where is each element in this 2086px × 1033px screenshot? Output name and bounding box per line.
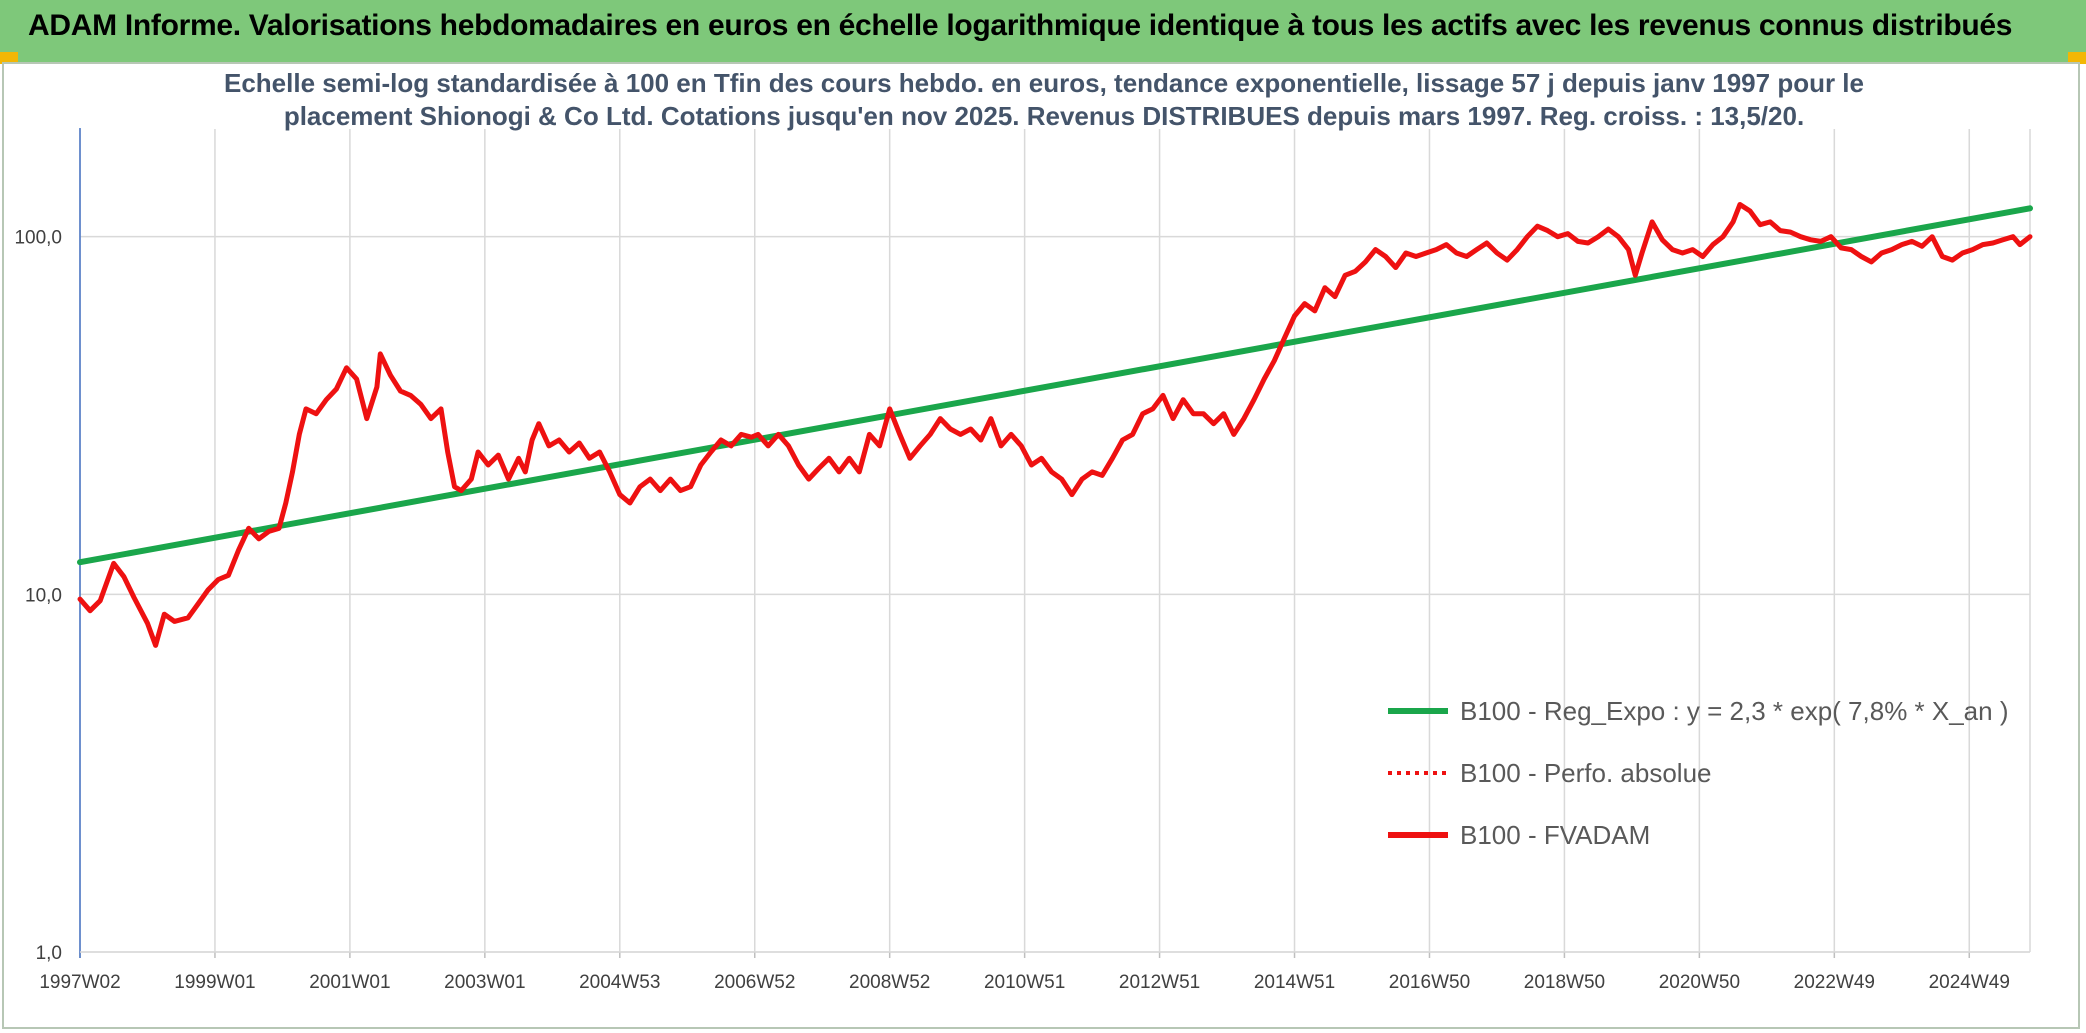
x-tick-label: 2022W49 xyxy=(1794,972,1875,993)
y-tick-label: 1,0 xyxy=(36,943,62,964)
chart-subtitle: Echelle semi-log standardisée à 100 en T… xyxy=(224,68,1864,131)
x-tick-label: 2024W49 xyxy=(1929,972,2010,993)
legend: B100 - Reg_Expo : y = 2,3 * exp( 7,8% * … xyxy=(1388,696,2009,850)
x-tick-label: 2012W51 xyxy=(1119,972,1200,993)
chart-area: Echelle semi-log standardisée à 100 en T… xyxy=(2,62,2080,1029)
x-tick-label: 2014W51 xyxy=(1254,972,1335,993)
x-tick-label: 1997W02 xyxy=(39,972,120,993)
legend-label: B100 - Reg_Expo : y = 2,3 * exp( 7,8% * … xyxy=(1460,696,2009,726)
x-tick-label: 2003W01 xyxy=(444,972,525,993)
grid-lines xyxy=(79,129,2031,953)
subtitle-line-1: Echelle semi-log standardisée à 100 en T… xyxy=(224,68,1864,98)
left-corner-marker xyxy=(0,52,18,64)
legend-label: B100 - Perfo. absolue xyxy=(1460,758,1712,788)
x-tick-label: 2010W51 xyxy=(984,972,1065,993)
series-line-reg-expo xyxy=(77,205,2033,566)
series-line-fvadam xyxy=(77,202,2033,648)
report-title: ADAM Informe. Valorisations hebdomadaire… xyxy=(28,9,2013,42)
x-tick-label: 1999W01 xyxy=(174,972,255,993)
axes: 1997W02 1999W01 2001W01 2003W01 2004W53 2006W… xyxy=(14,128,2030,993)
series-lines xyxy=(77,202,2033,648)
x-tick-label: 2004W53 xyxy=(579,972,660,993)
right-corner-marker xyxy=(2068,52,2086,64)
x-tick-label: 2020W50 xyxy=(1659,972,1740,993)
x-tick-label: 2016W50 xyxy=(1389,972,1470,993)
y-tick-label: 10,0 xyxy=(25,585,62,606)
x-tick-label: 2006W52 xyxy=(714,972,795,993)
x-tick-label: 2018W50 xyxy=(1524,972,1605,993)
x-tick-label: 2001W01 xyxy=(309,972,390,993)
header-banner: ADAM Informe. Valorisations hebdomadaire… xyxy=(0,0,2086,62)
subtitle-line-2: placement Shionogi & Co Ltd. Cotations j… xyxy=(284,101,1804,131)
chart-canvas: Echelle semi-log standardisée à 100 en T… xyxy=(14,68,2033,993)
x-tick-label: 2008W52 xyxy=(849,972,930,993)
legend-label: B100 - FVADAM xyxy=(1460,820,1650,850)
y-tick-label: 100,0 xyxy=(14,228,62,249)
